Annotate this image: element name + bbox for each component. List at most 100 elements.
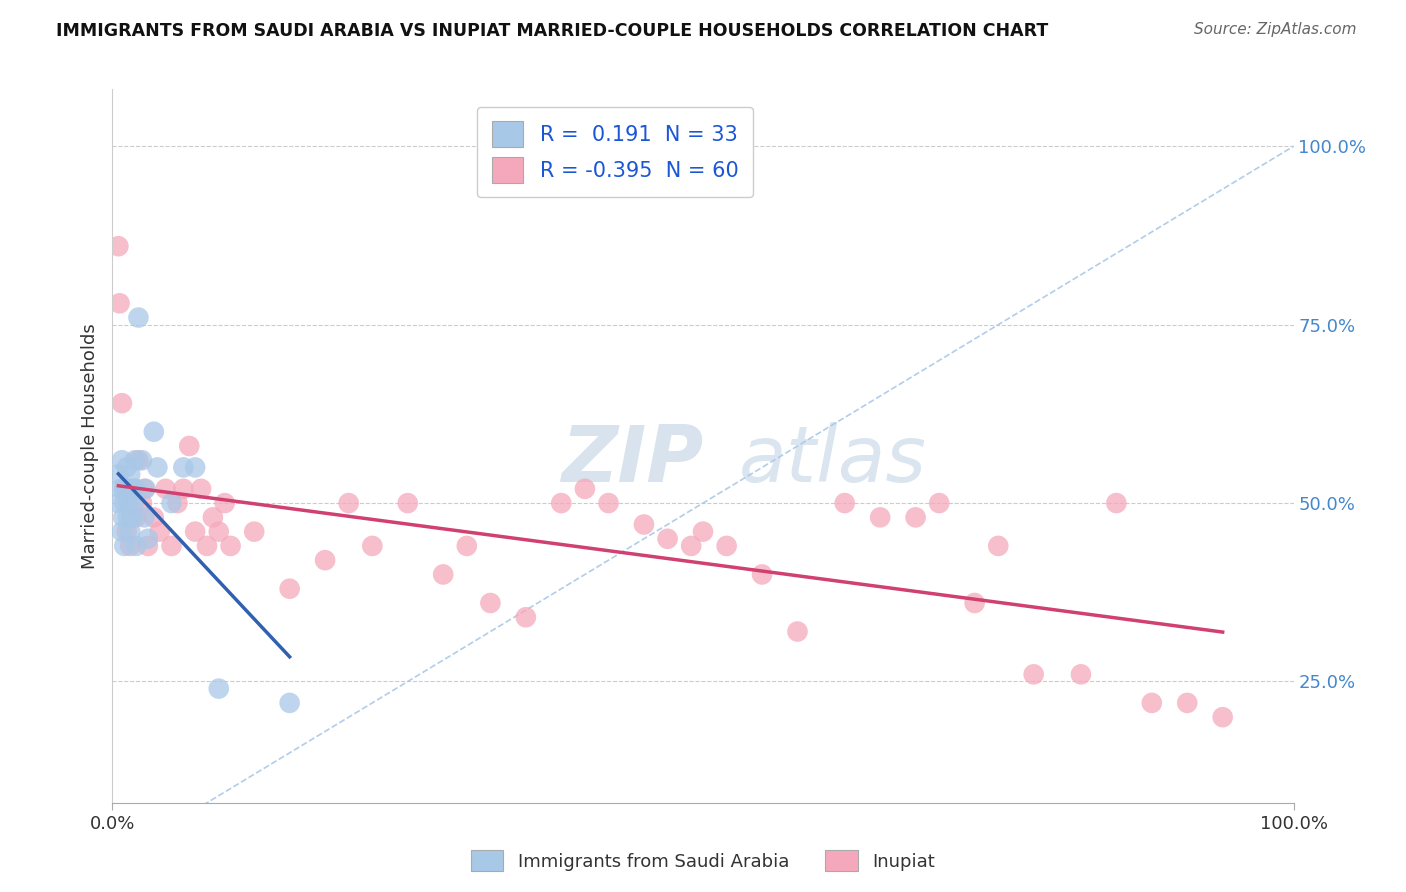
Text: ZIP: ZIP [561, 422, 703, 499]
Point [112, 510, 135, 524]
Point [125, 510, 148, 524]
Point [179, 439, 201, 453]
Point [786, 624, 808, 639]
Point [112, 482, 135, 496]
Point [184, 524, 207, 539]
Point [214, 496, 236, 510]
Point [117, 496, 139, 510]
Point [160, 496, 183, 510]
Point [120, 524, 142, 539]
Point [108, 296, 131, 310]
Point [633, 517, 655, 532]
Point [111, 396, 134, 410]
Point [136, 532, 159, 546]
Point [115, 524, 138, 539]
Point [515, 610, 537, 624]
Point [692, 524, 714, 539]
Point [987, 539, 1010, 553]
Point [278, 696, 301, 710]
Point [107, 239, 129, 253]
Point [184, 460, 207, 475]
Text: IMMIGRANTS FROM SAUDI ARABIA VS INUPIAT MARRIED-COUPLE HOUSEHOLDS CORRELATION CH: IMMIGRANTS FROM SAUDI ARABIA VS INUPIAT … [56, 22, 1049, 40]
Point [127, 453, 149, 467]
Point [172, 482, 194, 496]
Point [963, 596, 986, 610]
Point [396, 496, 419, 510]
Point [928, 496, 950, 510]
Point [190, 482, 212, 496]
Point [131, 453, 153, 467]
Point [111, 524, 134, 539]
Point [146, 460, 169, 475]
Legend: Immigrants from Saudi Arabia, Inupiat: Immigrants from Saudi Arabia, Inupiat [464, 843, 942, 879]
Point [681, 539, 703, 553]
Point [124, 453, 146, 467]
Point [479, 596, 502, 610]
Point [1070, 667, 1092, 681]
Point [125, 482, 148, 496]
Y-axis label: Married-couple Households: Married-couple Households [80, 323, 98, 569]
Point [716, 539, 738, 553]
Point [278, 582, 301, 596]
Point [172, 460, 194, 475]
Point [122, 496, 145, 510]
Point [1105, 496, 1128, 510]
Point [122, 482, 145, 496]
Point [135, 482, 157, 496]
Point [120, 482, 142, 496]
Point [208, 524, 231, 539]
Point [598, 496, 620, 510]
Point [117, 510, 139, 524]
Point [142, 425, 165, 439]
Point [1212, 710, 1234, 724]
Point [118, 496, 141, 510]
Point [1175, 696, 1198, 710]
Point [574, 482, 596, 496]
Point [314, 553, 336, 567]
Point [166, 496, 188, 510]
Point [107, 467, 129, 482]
Point [117, 482, 139, 496]
Point [904, 510, 927, 524]
Point [142, 510, 165, 524]
Point [112, 539, 135, 553]
Point [120, 539, 142, 553]
Point [456, 539, 478, 553]
Point [111, 453, 134, 467]
Point [112, 482, 135, 496]
Point [149, 524, 172, 539]
Point [120, 467, 142, 482]
Point [125, 539, 148, 553]
Point [208, 681, 231, 696]
Point [834, 496, 856, 510]
Point [432, 567, 454, 582]
Point [120, 510, 142, 524]
Point [121, 510, 143, 524]
Point [112, 496, 135, 510]
Text: Source: ZipAtlas.com: Source: ZipAtlas.com [1194, 22, 1357, 37]
Point [243, 524, 266, 539]
Point [337, 496, 360, 510]
Point [201, 510, 224, 524]
Point [127, 310, 149, 325]
Point [134, 510, 156, 524]
Point [1140, 696, 1163, 710]
Point [155, 482, 177, 496]
Point [136, 539, 159, 553]
Legend: R =  0.191  N = 33, R = -0.395  N = 60: R = 0.191 N = 33, R = -0.395 N = 60 [477, 107, 754, 197]
Point [219, 539, 242, 553]
Point [1022, 667, 1045, 681]
Point [195, 539, 218, 553]
Point [550, 496, 572, 510]
Point [160, 539, 183, 553]
Point [751, 567, 773, 582]
Point [657, 532, 679, 546]
Point [115, 460, 138, 475]
Point [131, 496, 153, 510]
Point [361, 539, 384, 553]
Text: atlas: atlas [738, 422, 927, 499]
Point [110, 482, 132, 496]
Point [107, 496, 129, 510]
Point [869, 510, 891, 524]
Point [134, 482, 156, 496]
